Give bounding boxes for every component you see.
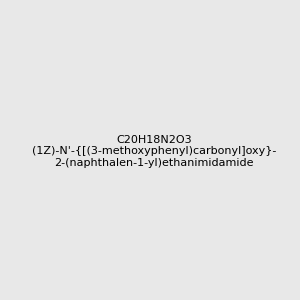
Text: C20H18N2O3
(1Z)-N'-{[(3-methoxyphenyl)carbonyl]oxy}-
2-(naphthalen-1-yl)ethanimi: C20H18N2O3 (1Z)-N'-{[(3-methoxyphenyl)ca… — [32, 135, 276, 168]
